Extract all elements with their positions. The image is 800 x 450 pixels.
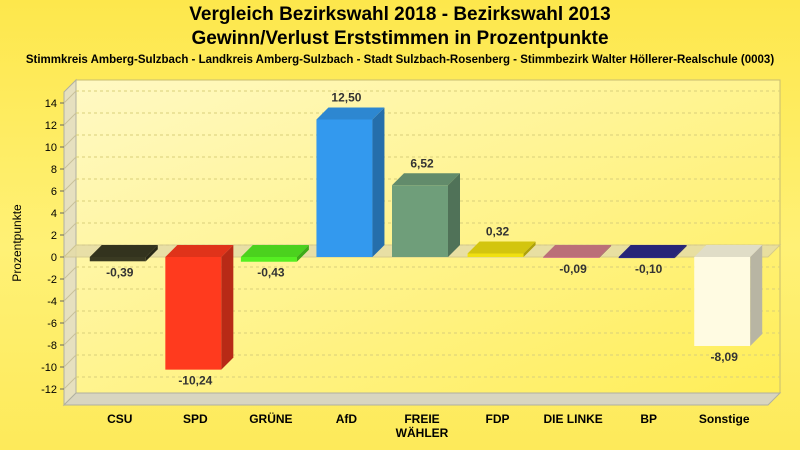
- bar-side: [296, 245, 309, 262]
- bar-6: -0,09: [543, 245, 612, 276]
- bar-top: [618, 245, 687, 257]
- y-tick-label: 0: [51, 252, 57, 264]
- x-tick-label: CSU: [107, 412, 132, 426]
- bar-value-label: -0,43: [257, 266, 285, 280]
- y-axis-label: Prozentpunkte: [10, 204, 24, 282]
- gridline-side: [63, 288, 77, 302]
- bar-value-label: -10,24: [178, 374, 212, 388]
- y-tick-label: -4: [47, 296, 57, 308]
- gridline-side: [63, 90, 77, 104]
- bar-5: 0,32: [467, 224, 536, 257]
- bar-value-label: -8,09: [711, 350, 739, 364]
- y-tick-label: 8: [51, 164, 57, 176]
- bar-side: [599, 245, 612, 258]
- x-tick-label: FREIE WÄHLER: [396, 412, 449, 440]
- gridline-side: [63, 376, 77, 390]
- gridline-side: [63, 200, 77, 214]
- bar-side: [372, 107, 385, 257]
- bar-value-label: 6,52: [410, 156, 434, 170]
- gridline-side: [63, 112, 77, 126]
- bar-front: [694, 257, 751, 346]
- bar-3: 12,50: [316, 91, 385, 257]
- x-tick-label: DIE LINKE: [543, 412, 602, 426]
- bar-value-label: 12,50: [331, 91, 361, 105]
- gridline-side: [63, 354, 77, 368]
- chart-title: Vergleich Bezirkswahl 2018 - Bezirkswahl…: [189, 4, 611, 25]
- bar-4: 6,52: [392, 156, 460, 257]
- bar-0: -0,39: [89, 245, 158, 279]
- gridline-side: [63, 266, 77, 280]
- bar-8: -8,09: [694, 245, 763, 364]
- bar-top: [240, 245, 309, 257]
- bar-side: [523, 241, 536, 257]
- bar-front: [165, 257, 222, 370]
- gridline-side: [63, 178, 77, 192]
- y-tick-label: -2: [47, 274, 57, 286]
- bar-2: -0,43: [240, 245, 309, 280]
- gridline-side: [63, 310, 77, 324]
- gridline-side: [63, 156, 77, 170]
- bar-value-label: -0,10: [635, 262, 663, 276]
- x-tick-label: SPD: [183, 412, 208, 426]
- bar-front: [316, 119, 373, 257]
- bar-top: [694, 245, 763, 257]
- x-tick-label: BP: [640, 412, 657, 426]
- bar-side: [221, 245, 234, 370]
- bar-front: [618, 257, 675, 259]
- bar-value-label: -0,09: [559, 262, 587, 276]
- gridline-side: [63, 222, 77, 236]
- bar-front: [240, 257, 297, 262]
- y-tick-label: 4: [51, 208, 57, 220]
- y-tick-label: 12: [45, 120, 57, 132]
- bar-front: [89, 257, 146, 262]
- gridline-side: [63, 134, 77, 148]
- bar-side: [448, 173, 460, 257]
- chart-subtitle: Gewinn/Verlust Erststimmen in Prozentpun…: [191, 28, 609, 49]
- floor: [62, 392, 782, 406]
- y-tick-label: -6: [47, 318, 57, 330]
- x-tick-label: FDP: [486, 412, 510, 426]
- bar-front: [467, 253, 524, 257]
- bar-front: [392, 185, 448, 257]
- y-tick-label: -8: [47, 340, 57, 352]
- y-tick-label: 2: [51, 230, 57, 242]
- y-tick-label: 6: [51, 186, 57, 198]
- bar-side: [750, 245, 763, 346]
- bar-top: [543, 245, 612, 257]
- bar-top: [165, 245, 234, 257]
- bar-7: -0,10: [618, 245, 687, 276]
- bar-top: [467, 241, 536, 254]
- gridline-side: [63, 332, 77, 346]
- y-tick-label: -10: [41, 362, 57, 374]
- x-tick-label: AfD: [336, 412, 358, 426]
- bar-1: -10,24: [165, 245, 234, 388]
- bar-top: [316, 107, 385, 120]
- y-tick-label: 10: [45, 142, 57, 154]
- bar-value-label: 0,32: [486, 224, 510, 238]
- bar-side: [674, 245, 687, 259]
- bar-side: [145, 245, 158, 262]
- bar-top: [392, 173, 460, 186]
- chart-subtitle-district: Stimmkreis Amberg-Sulzbach - Landkreis A…: [25, 54, 775, 66]
- bar-value-label: -0,39: [106, 265, 134, 279]
- y-tick-label: 14: [45, 98, 57, 110]
- bar-front: [543, 257, 600, 258]
- y-tick-label: -12: [41, 384, 57, 396]
- bar-top: [89, 245, 158, 257]
- x-tick-label: GRÜNE: [249, 411, 292, 426]
- x-tick-label: Sonstige: [699, 412, 750, 426]
